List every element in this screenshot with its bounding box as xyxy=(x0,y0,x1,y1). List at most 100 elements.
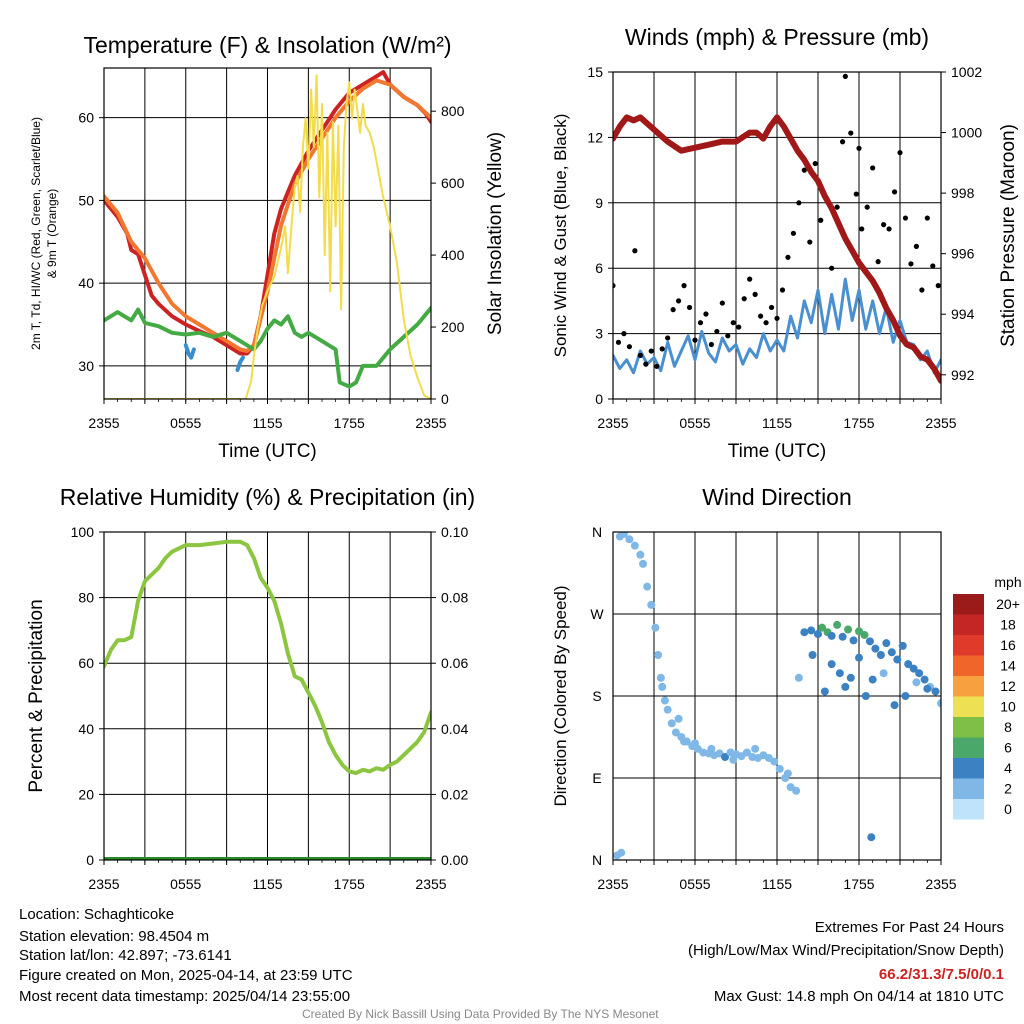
panel2-gust-point xyxy=(768,304,775,311)
panel4-direction-point xyxy=(931,687,940,696)
panel4-direction-point xyxy=(625,535,634,544)
colorbar-swatch xyxy=(953,778,984,799)
panel2-gust-point xyxy=(758,313,764,319)
panel4-frame xyxy=(612,531,942,861)
panel4-direction-point xyxy=(871,644,880,653)
panel1-y2tick-label: 800 xyxy=(441,103,465,119)
panel2-gust-point xyxy=(848,130,854,136)
panel4-direction-point xyxy=(879,669,888,678)
panel3-y2tick-label: 0.10 xyxy=(441,524,468,540)
panel4-ylabel: Direction (Colored By Speed) xyxy=(551,585,570,806)
panel3-xtick-label: 1755 xyxy=(334,876,365,892)
panel2-y2tick-label: 994 xyxy=(951,306,975,322)
panel4-direction-point xyxy=(807,626,816,635)
panel2-gust-point xyxy=(670,307,676,313)
panel1-series-line-1 xyxy=(104,78,431,353)
colorbar-label: 20+ xyxy=(996,596,1020,612)
panel2-gust-point xyxy=(834,204,840,210)
panel2-gust-point xyxy=(908,261,914,267)
panel4-ytick-label: N xyxy=(592,524,602,540)
panel1-xtick-label: 1755 xyxy=(334,415,365,431)
panel2-gust-point xyxy=(935,283,941,289)
panel2-ytick-label: 9 xyxy=(595,195,603,211)
panel3-ytick-label: 20 xyxy=(78,786,94,802)
panel2-gust-point xyxy=(897,150,903,156)
panel2-gust-point xyxy=(741,296,747,302)
panel2-gust-point xyxy=(790,230,797,236)
panel2-xtick-label: 0555 xyxy=(679,415,710,431)
panel3-ytick-label: 100 xyxy=(71,524,95,540)
panel2-gust-point xyxy=(719,300,725,306)
panel2-gust-point xyxy=(812,160,818,167)
panel3-y2tick-label: 0.04 xyxy=(441,721,468,737)
panel4-direction-point xyxy=(751,744,760,753)
panel2-gust-point xyxy=(859,226,865,232)
panel4-direction-point xyxy=(656,673,665,682)
panel4-title: Wind Direction xyxy=(702,484,852,510)
panel4-direction-point xyxy=(865,637,874,646)
panel3-series-line-0 xyxy=(104,539,431,776)
panel4-direction-point xyxy=(827,660,836,669)
panel2-gust-point xyxy=(686,304,693,311)
panel4-direction-point xyxy=(647,600,656,609)
panel2-gust-point xyxy=(626,344,633,350)
panel1-y2tick-label: 0 xyxy=(441,391,449,407)
extremes-subtitle: (High/Low/Max Wind/Precipitation/Snow De… xyxy=(688,942,1004,959)
panel1-ytick-label: 50 xyxy=(78,192,94,208)
colorbar-label: 14 xyxy=(1000,658,1016,674)
panel2-ytick-label: 0 xyxy=(595,391,603,407)
panel2-gust-point xyxy=(697,320,704,326)
panel4-direction-point xyxy=(636,550,645,559)
panel4-direction-point xyxy=(876,651,885,659)
panel1-frame xyxy=(103,67,432,400)
colorbar-swatch xyxy=(953,799,984,820)
panel4-direction-point xyxy=(792,786,801,795)
panel4-direction-point xyxy=(658,682,667,691)
panel3-y2tick-label: 0.00 xyxy=(441,852,468,868)
panel4-xtick-label: 2355 xyxy=(597,876,628,892)
panel2-gust-point xyxy=(703,311,709,317)
panel4-direction-point xyxy=(639,559,648,568)
colorbar-label: 16 xyxy=(1000,637,1016,653)
panel2-xtick-label: 1755 xyxy=(843,415,874,431)
panel1-series-line-3 xyxy=(183,343,196,360)
panel3-y2tick-label: 0.08 xyxy=(441,590,468,606)
colorbar-swatch xyxy=(953,696,984,717)
panel2-gust-point xyxy=(856,145,862,151)
panel4-direction-point xyxy=(882,639,891,648)
panel1-ytick-label: 30 xyxy=(78,358,94,374)
panel4-direction-point xyxy=(783,769,792,778)
panel3-frame xyxy=(103,531,432,861)
panel4-direction-point xyxy=(721,753,730,762)
panel1-xtick-label: 2355 xyxy=(415,415,446,431)
colorbar-label: 0 xyxy=(1004,801,1012,817)
panel4-direction-point xyxy=(867,833,876,842)
panel4-xtick-label: 2355 xyxy=(925,876,956,892)
panel2-gust-point xyxy=(730,320,736,326)
panel4-direction-point xyxy=(860,630,869,639)
colorbar-swatch xyxy=(953,758,984,779)
panel2-xtick-label: 1155 xyxy=(762,415,792,431)
panel3-ytick-label: 0 xyxy=(86,852,94,868)
panel4-direction-point xyxy=(671,728,680,737)
panel2-gust-point xyxy=(829,265,835,271)
panel3-ytick-label: 80 xyxy=(78,590,94,606)
panel4-direction-point xyxy=(901,692,910,700)
panel1-y2tick-label: 200 xyxy=(441,319,465,335)
panel4-xtick-label: 1155 xyxy=(762,876,792,892)
panel2-y2tick-label: 998 xyxy=(951,185,975,201)
panel3-ytick-label: 40 xyxy=(78,721,94,737)
panel4-ytick-label: W xyxy=(590,606,604,622)
panel4-direction-point xyxy=(887,648,896,657)
panel3-xtick-label: 2355 xyxy=(88,876,119,892)
panel4-direction-point xyxy=(898,641,907,650)
panel3-ytick-label: 60 xyxy=(78,655,94,671)
panel2-gust-point xyxy=(870,165,876,171)
panel4-direction-point xyxy=(619,532,628,538)
colorbar-swatch xyxy=(953,737,984,758)
panel1-ytick-label: 40 xyxy=(78,275,94,291)
panel4-direction-point xyxy=(868,675,877,684)
panel1-xlabel: Time (UTC) xyxy=(218,441,317,462)
panel2-y2tick-label: 992 xyxy=(951,367,975,383)
colorbar-swatch xyxy=(953,676,984,697)
